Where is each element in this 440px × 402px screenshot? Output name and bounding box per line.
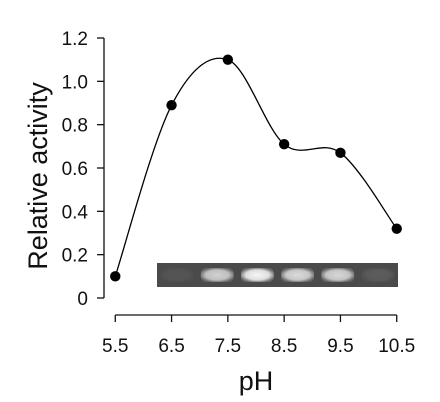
x-tick-label: 9.5 xyxy=(327,336,353,357)
data-point xyxy=(110,271,121,282)
y-tick-label: 0.2 xyxy=(62,246,88,267)
y-tick-label: 0 xyxy=(77,289,88,310)
y-tick-label: 0.8 xyxy=(62,116,88,137)
x-tick-label: 6.5 xyxy=(158,336,184,357)
y-tick-label: 1.0 xyxy=(62,72,88,93)
y-axis-title: Relative activity xyxy=(23,82,53,270)
data-point xyxy=(391,223,402,234)
gel-band xyxy=(240,268,274,282)
data-point xyxy=(166,99,177,111)
gel-band xyxy=(160,268,194,282)
data-point xyxy=(278,138,290,150)
x-axis-title: pH xyxy=(239,366,274,396)
gel-band xyxy=(200,268,234,282)
x-tick-label: 7.5 xyxy=(215,336,241,357)
x-tick-label: 8.5 xyxy=(271,336,297,357)
series-curve xyxy=(114,57,398,277)
data-points xyxy=(110,54,402,282)
y-tick-label: 0.6 xyxy=(62,159,88,180)
x-axis: 5.5 6.5 7.5 8.5 9.5 10.5 xyxy=(102,314,415,357)
x-tick-label: 10.5 xyxy=(378,336,415,357)
y-tick-label: 0.4 xyxy=(62,202,89,223)
data-point xyxy=(335,147,346,159)
gel-background xyxy=(157,263,398,287)
gel-band xyxy=(321,268,355,282)
x-tick-label: 5.5 xyxy=(102,336,128,357)
data-point xyxy=(222,54,234,65)
y-tick-label: 1.2 xyxy=(62,29,88,50)
gel-inset xyxy=(157,263,398,287)
gel-band xyxy=(281,268,315,282)
y-axis: 0 0.2 0.4 0.6 0.8 1.0 1.2 xyxy=(62,29,105,310)
gel-band xyxy=(361,268,395,282)
